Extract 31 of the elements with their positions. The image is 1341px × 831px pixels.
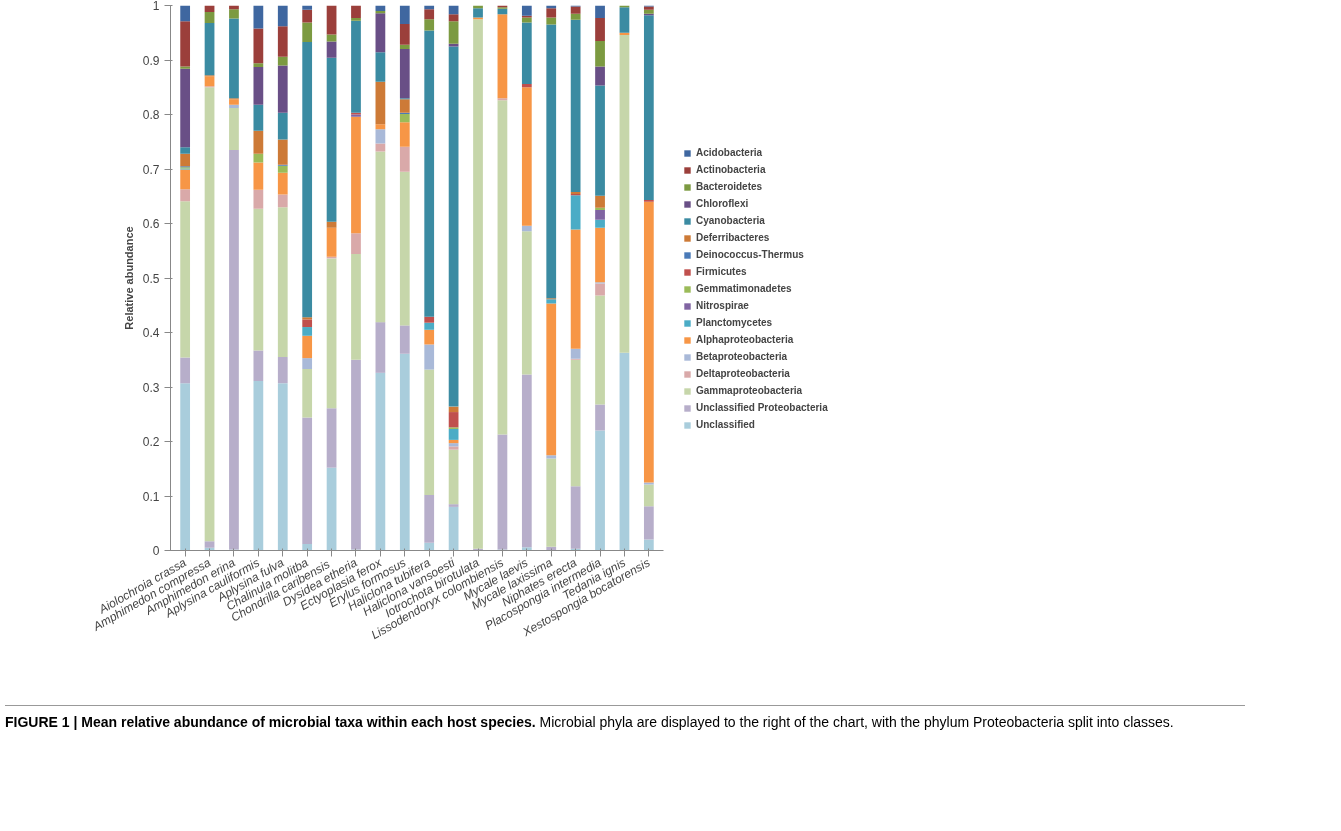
y-tick-label: 0.2 [142, 435, 160, 449]
legend-label: Planctomycetes [696, 317, 773, 328]
legend-label: Alphaproteobacteria [696, 334, 794, 345]
legend-label: Unclassified Proteobacteria [696, 402, 828, 413]
legend-label: Firmicutes [696, 266, 747, 277]
y-tick-label: 0.5 [142, 271, 160, 286]
y-tick-label: 1 [152, 0, 160, 13]
legend-label: Bacteroidetes [696, 181, 763, 192]
legend-label: Deinococcus-Thermus [696, 249, 804, 260]
y-axis-title: Relative abundance [122, 226, 135, 330]
y-tick-label: 0.8 [142, 108, 160, 122]
legend-label: Betaproteobacteria [696, 351, 788, 362]
legend-label: Gammaproteobacteria [696, 385, 803, 396]
y-tick-label: 0.3 [142, 380, 160, 395]
caption: FIGURE 1 | Mean relative abundance of microbial taxa within each host species. [5, 714, 536, 730]
legend-label: Chloroflexi [696, 198, 749, 209]
legend-label: Cyanobacteria [696, 215, 765, 226]
y-tick-label: 0.4 [142, 326, 160, 340]
text: Microbial phyla are displayed to the right of the chart, with the phylum Proteobacteria split into classes. [539, 714, 1174, 730]
y-tick-label: 0.1 [142, 489, 160, 504]
y-tick-label: 0.9 [142, 53, 160, 68]
legend-label: Nitrospirae [696, 300, 749, 311]
y-tick-label: 0.7 [142, 162, 160, 177]
legend-label: Gemmatimonadetes [696, 283, 792, 294]
legend-label: Deferribacteres [696, 232, 770, 243]
legend-label: Deltaproteobacteria [696, 368, 790, 379]
y-tick-label: 0.6 [142, 217, 160, 231]
legend-label: Acidobacteria [696, 147, 763, 158]
legend-label: Unclassified [696, 419, 755, 430]
legend-label: Actinobacteria [696, 164, 766, 175]
y-tick-label: 0 [152, 544, 160, 558]
